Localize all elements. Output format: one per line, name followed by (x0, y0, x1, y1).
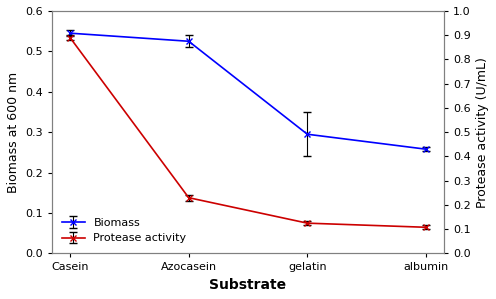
Y-axis label: Biomass at 600 nm: Biomass at 600 nm (7, 72, 20, 193)
Legend: Biomass, Protease activity: Biomass, Protease activity (58, 213, 191, 248)
Y-axis label: Protease activity (U/mL): Protease activity (U/mL) (476, 57, 489, 208)
X-axis label: Substrate: Substrate (209, 278, 287, 292)
